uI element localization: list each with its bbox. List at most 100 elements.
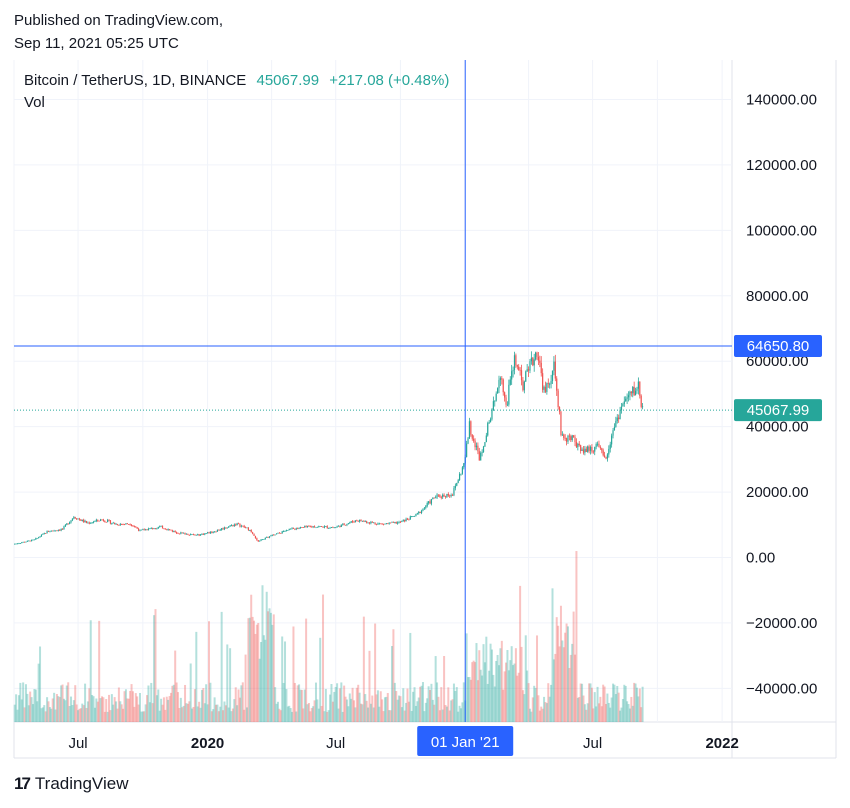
volume-bar: [607, 702, 610, 722]
candle-body: [397, 522, 399, 524]
volume-bar: [131, 691, 134, 722]
symbol-legend[interactable]: Bitcoin / TetherUS, 1D, BINANCE 45067.99…: [24, 72, 449, 89]
volume-bar: [98, 620, 101, 722]
volume-bar: [368, 650, 371, 722]
volume-bar: [253, 620, 256, 722]
candle-body: [171, 530, 173, 532]
volume-bar: [186, 703, 189, 722]
candle-body: [187, 533, 189, 535]
candle-body: [236, 523, 238, 526]
volume-bar: [405, 702, 408, 722]
volume-bar: [358, 692, 361, 722]
candle-body: [443, 494, 445, 497]
candle-body: [349, 522, 351, 524]
candle-body: [374, 522, 376, 524]
volume-bar: [305, 618, 308, 722]
candle-body: [359, 519, 361, 522]
y-tick-label: −20000.00: [746, 615, 817, 632]
volume-bar: [581, 683, 584, 722]
volume-bar: [215, 704, 218, 722]
candle-body: [454, 485, 456, 489]
volume-bar: [402, 688, 405, 722]
candle-body: [516, 365, 518, 367]
candle-body: [416, 513, 418, 515]
volume-bar: [88, 688, 91, 722]
volume-bar: [462, 682, 465, 722]
candle-body: [268, 536, 271, 538]
volume-bar: [265, 591, 268, 722]
volume-bar: [476, 680, 479, 722]
candle-body: [19, 543, 21, 544]
candle-body: [280, 532, 282, 534]
volume-bar: [91, 694, 94, 722]
candle-body: [301, 527, 303, 528]
candle-body: [329, 527, 331, 529]
candle-body: [183, 532, 185, 534]
time-axis[interactable]: Jul 2020 Jul Jul 2022 01 Jan '21: [68, 726, 739, 756]
volume-bar: [386, 693, 389, 722]
candle-body: [567, 435, 569, 442]
volume-bar: [340, 682, 343, 722]
candle-body: [21, 542, 23, 544]
candle-body: [388, 522, 390, 524]
candle-body: [577, 443, 579, 448]
candle-body: [43, 533, 45, 534]
volume-bar: [617, 692, 620, 722]
volume-bar: [36, 701, 39, 722]
candle-body: [398, 521, 400, 523]
candle-body: [596, 443, 599, 445]
candle-body: [214, 531, 216, 533]
candle-body: [522, 380, 524, 391]
candle-body: [77, 518, 79, 520]
volume-bar: [192, 706, 195, 722]
candle-body: [466, 443, 468, 458]
volume-legend[interactable]: Vol: [24, 94, 45, 111]
candle-body: [109, 520, 112, 524]
volume-bar: [22, 682, 25, 722]
candle-body: [354, 520, 357, 523]
candle-body: [67, 523, 69, 525]
candle-body: [176, 532, 178, 534]
candle-body: [116, 524, 119, 526]
candle-body: [589, 446, 592, 451]
volume-bar: [512, 665, 515, 722]
candle-body: [290, 528, 292, 530]
volume-bar: [291, 711, 294, 722]
candle-body: [114, 522, 116, 525]
volume-bar: [574, 654, 577, 722]
candle-body: [63, 526, 65, 530]
candle-body: [391, 521, 393, 523]
volume-bar: [298, 684, 301, 722]
volume-bar: [582, 695, 585, 722]
candle-body: [540, 362, 542, 374]
tradingview-brand[interactable]: 17 TradingView: [14, 774, 128, 794]
candle-body: [433, 497, 435, 499]
candle-body: [511, 371, 513, 380]
candle-body: [546, 383, 548, 392]
candle-body: [115, 524, 117, 525]
volume-bar: [337, 708, 340, 722]
y-tick-label: 80000.00: [746, 288, 809, 305]
volume-bar: [616, 685, 619, 722]
candle-body: [499, 378, 502, 380]
candle-body: [594, 447, 596, 452]
price-axis[interactable]: 140000.00 120000.00 100000.00 80000.00 60000…: [734, 92, 822, 698]
y-tick-label: 120000.00: [746, 157, 817, 174]
candle-body: [78, 518, 81, 520]
volume-bar: [360, 703, 363, 722]
candle-body: [582, 449, 585, 453]
volume-bar: [200, 689, 203, 722]
candle-body: [49, 531, 51, 533]
volume-bar: [595, 706, 598, 722]
candle-body: [140, 529, 143, 531]
volume-bar: [374, 623, 377, 722]
volume-bar: [603, 686, 606, 722]
candle-body: [156, 528, 158, 529]
volume-bar: [202, 688, 205, 722]
candle-body: [608, 448, 610, 455]
candle-body: [237, 523, 240, 525]
candle-body: [277, 532, 279, 534]
candle-body: [123, 524, 126, 525]
candle-body: [218, 529, 220, 531]
